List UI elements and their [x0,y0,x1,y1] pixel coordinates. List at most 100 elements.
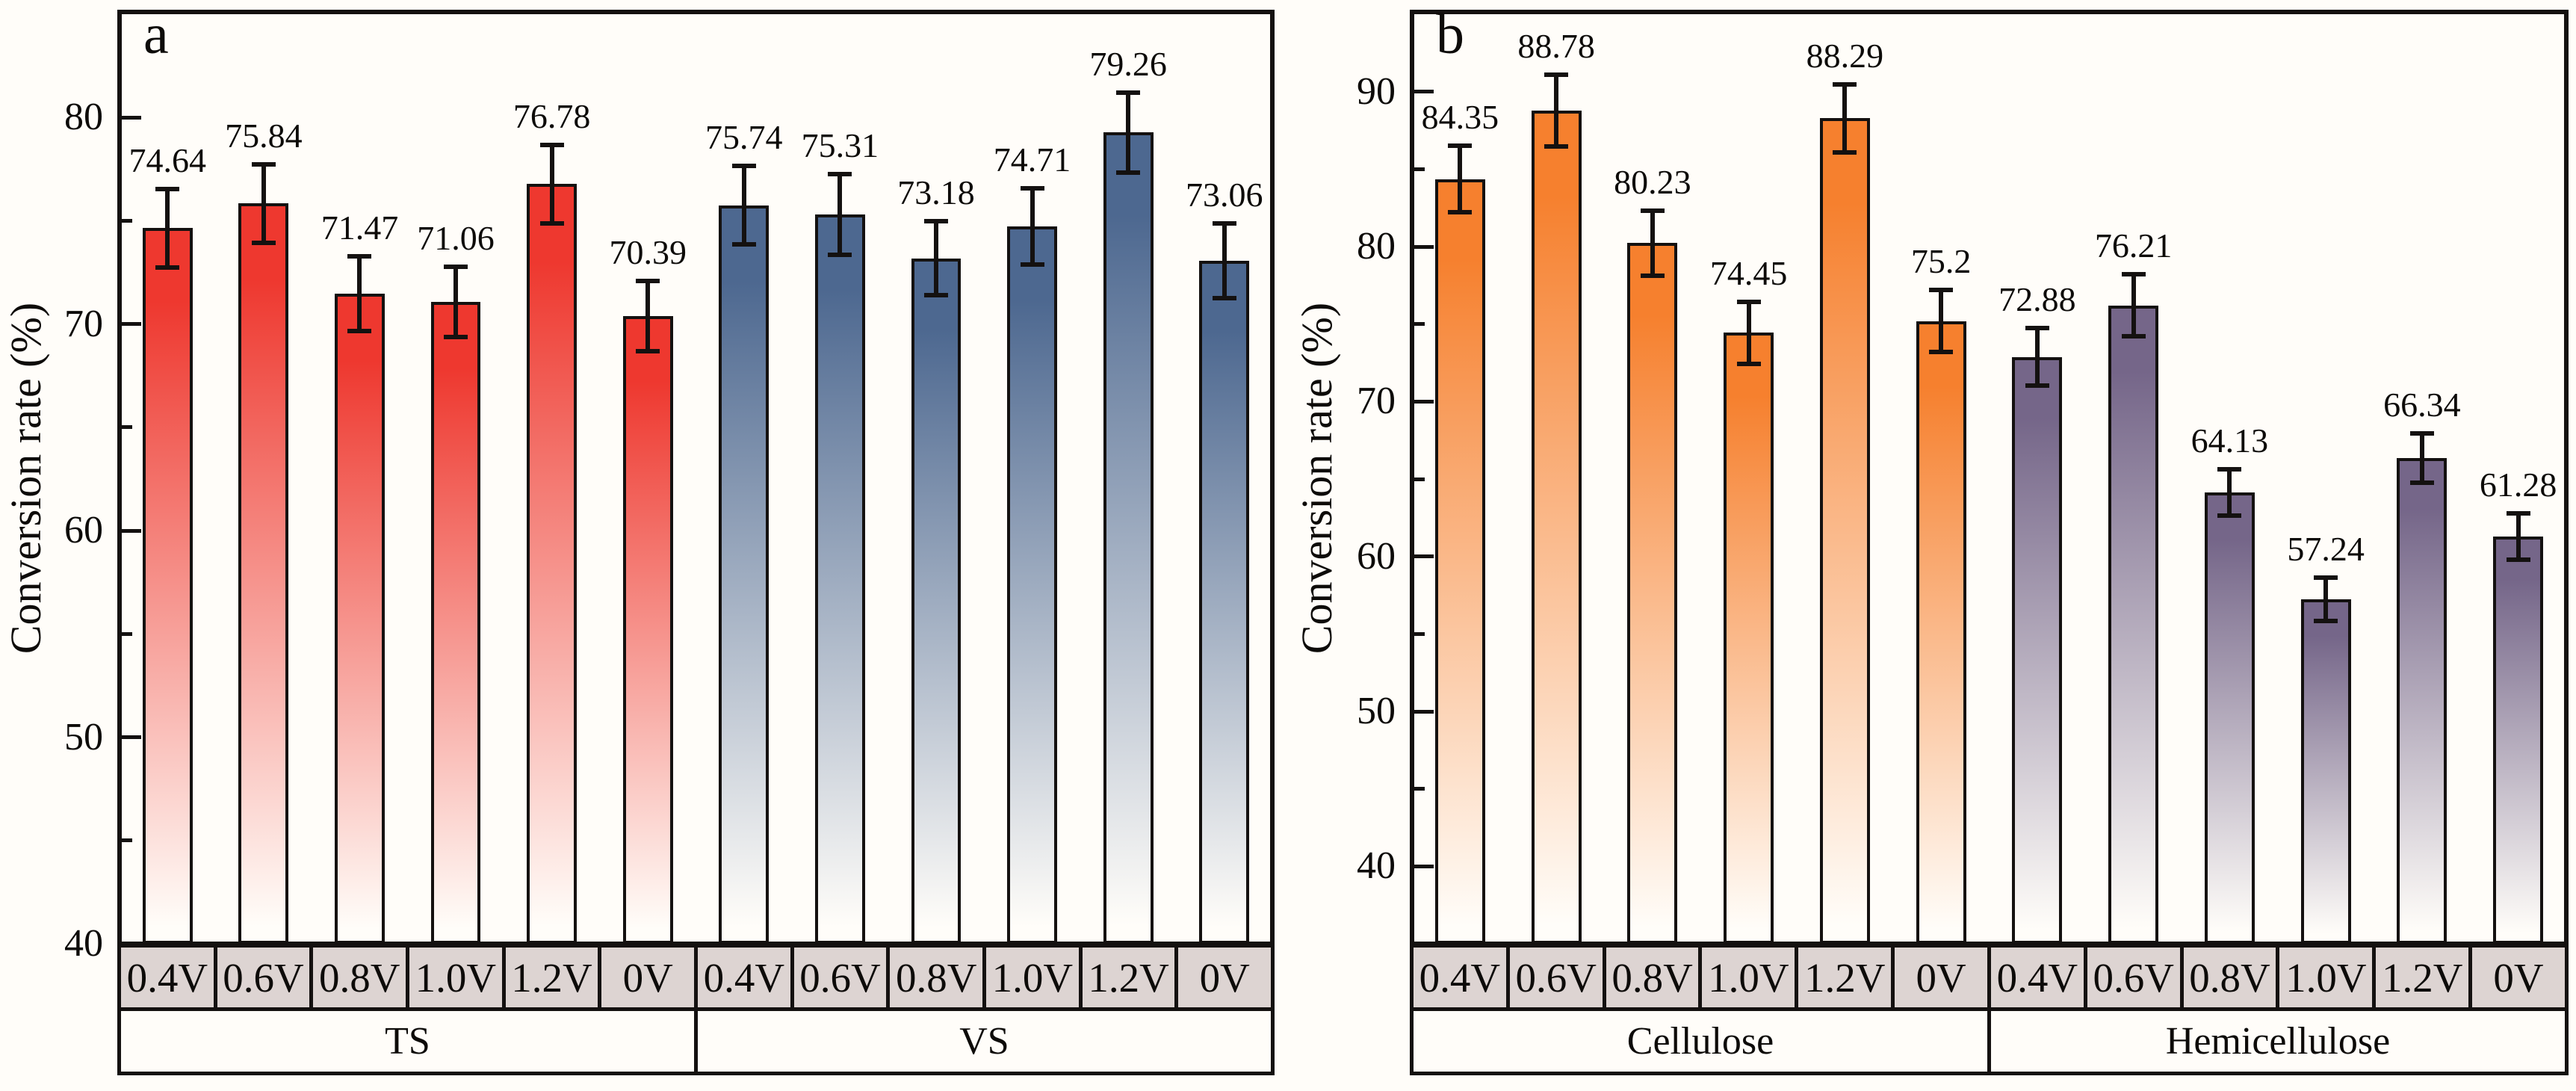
error-bar [933,220,938,296]
error-bar-cap-top [2217,466,2242,472]
y-major-tick [1414,709,1434,714]
error-bar-cap-bottom [539,220,564,226]
error-bar [261,164,266,243]
y-major-tick [122,115,141,120]
bar-value-label: 84.35 [1421,98,1499,137]
voltage-cell: 1.2V [1795,944,1895,1011]
error-bar [2131,274,2136,337]
error-bar-cap-top [444,265,468,270]
y-tick-label: 80 [64,96,103,138]
y-tick-label: 80 [1357,225,1396,268]
panel-letter-a: a [143,3,169,66]
error-bar [1458,146,1463,213]
error-bar-cap-bottom [636,348,660,353]
bar-value-label: 66.34 [2383,386,2461,424]
error-bar-cap-top [731,164,756,169]
error-bar-cap-top [1544,72,1569,78]
voltage-cell: 0.4V [117,944,217,1011]
voltage-cell: 1.2V [501,944,602,1011]
error-bar-cap-top [2506,511,2530,516]
voltage-cell: 0.6V [1505,944,1606,1011]
error-bar-cap-bottom [1020,262,1044,268]
bar-value-label: 80.23 [1614,162,1691,201]
error-bar-cap-top [923,218,948,223]
bar-value-label: 73.06 [1185,176,1263,214]
error-bar-cap-bottom [2506,557,2530,563]
y-minor-tick [1414,477,1425,481]
voltage-cell: 0.8V [1602,944,1703,1011]
error-bar-cap-top [1736,299,1761,304]
bar-value-label: 57.24 [2287,529,2365,568]
group-label-row: TS VS [117,1007,1275,1075]
y-minor-tick [122,631,132,636]
voltage-cell: 0.4V [1987,944,2087,1011]
error-bar-cap-top [347,254,372,259]
bar-value-label: 74.71 [993,140,1071,179]
bar [335,293,385,944]
error-bar-cap-bottom [828,252,852,257]
voltage-cell: 0V [1891,944,1991,1011]
bar [2300,599,2351,944]
bar-value-label: 71.47 [321,208,399,247]
error-bar [1650,210,1655,276]
y-major-tick [122,322,141,326]
bar [2012,356,2063,944]
voltage-label-row: 0.4V 0.6V 0.8V 1.0V 1.2V 0V 0.4V 0.6V 0.8V 1.0V 1.… [117,944,1275,1011]
panel-letter-b: b [1436,3,1464,66]
voltage-cell: 1.0V [1698,944,1799,1011]
y-tick-label: 90 [1357,69,1396,113]
bar-value-label: 75.31 [801,126,879,164]
y-axis-title-panel-b: Conversion rate (%) [1292,302,1341,655]
y-tick-label: 60 [1357,534,1396,578]
bar-value-label: 75.84 [225,116,303,155]
error-bar-cap-top [1116,90,1141,95]
y-major-tick [1414,864,1434,868]
voltage-cell: 0.8V [2179,944,2280,1011]
voltage-cell: 0.6V [213,944,314,1011]
y-tick-label: 50 [1357,690,1396,733]
error-bar-cap-bottom [155,265,180,270]
error-bar-cap-bottom [1116,170,1141,176]
bar [719,205,770,944]
y-minor-tick [1414,167,1425,171]
error-bar-cap-top [155,186,180,191]
voltage-cell: 0.6V [2083,944,2184,1011]
error-bar-cap-bottom [1448,210,1473,215]
error-bar-cap-top [1020,186,1044,191]
error-bar [2323,577,2329,621]
error-bar-cap-top [2314,575,2338,580]
y-minor-tick [122,838,132,843]
group-cell: Hemicellulose [1987,1007,2569,1075]
error-bar [357,256,362,331]
error-bar [1554,75,1559,146]
error-bar-cap-top [539,142,564,147]
bar [1916,321,1966,944]
error-bar-cap-bottom [1929,350,1954,355]
bar-value-label: 88.78 [1517,27,1595,66]
voltage-cell: 0V [2468,944,2569,1011]
y-tick-label: 70 [64,302,103,345]
y-major-tick [1414,554,1434,559]
bar-value-label: 61.28 [2479,466,2557,504]
error-bar [1842,84,1848,152]
error-bar-cap-top [2025,326,2049,331]
bar-value-label: 74.64 [129,140,207,179]
error-bar-cap-top [636,278,660,283]
error-bar-cap-bottom [731,242,756,247]
y-tick-label: 70 [1357,380,1396,423]
voltage-cell: 0.6V [790,944,891,1011]
error-bar-cap-bottom [2217,513,2242,519]
error-bar-cap-bottom [1212,295,1236,300]
group-cell: TS [117,1007,698,1075]
bar [2204,492,2255,944]
error-bar [1746,301,1751,364]
error-bar-cap-bottom [347,328,372,333]
bar [142,228,193,944]
y-major-tick [122,528,141,533]
voltage-cell: 0.8V [309,944,410,1011]
error-bar-cap-bottom [1544,143,1569,149]
voltage-cell: 1.0V [2276,944,2377,1011]
error-bar [165,188,170,268]
error-bar-cap-top [2409,431,2434,436]
error-bar [1222,223,1227,298]
